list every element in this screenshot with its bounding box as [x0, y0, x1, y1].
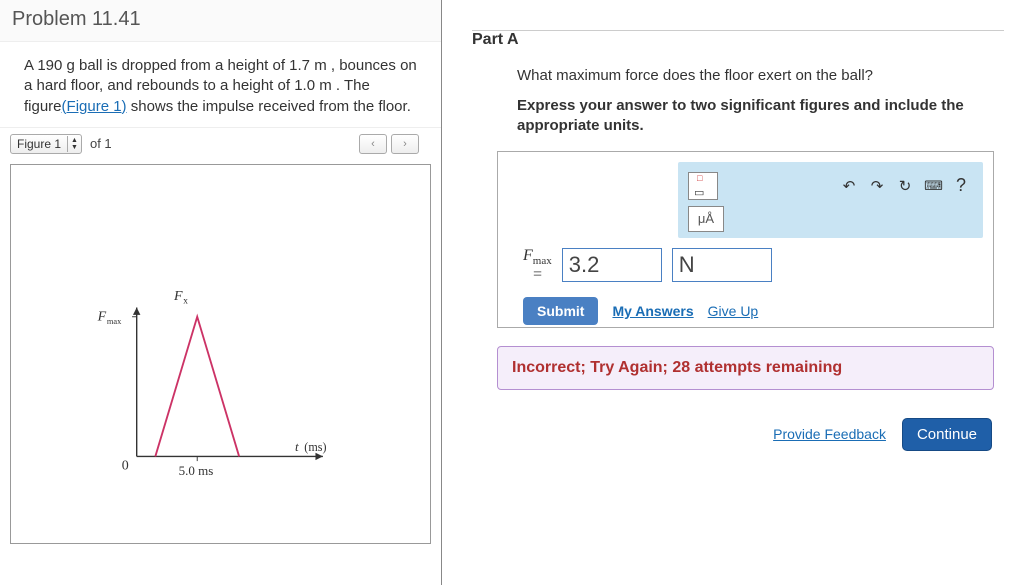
answer-toolbar: ↶ ↷ ↻ ⌨ ? μÅ: [678, 162, 983, 238]
figure-spinner-icon[interactable]: ▲▼: [67, 136, 81, 152]
svg-text:x: x: [183, 296, 188, 306]
figure-selector[interactable]: Figure 1 ▲▼: [10, 134, 82, 154]
my-answers-link[interactable]: My Answers: [612, 303, 693, 319]
left-panel: Problem 11.41 A 190 g ball is dropped fr…: [0, 0, 442, 585]
answer-input-row: Fmax =: [523, 248, 993, 283]
submit-row: Submit My Answers Give Up: [523, 297, 993, 327]
svg-text:5.0 ms: 5.0 ms: [179, 463, 214, 478]
give-up-link[interactable]: Give Up: [708, 303, 759, 319]
provide-feedback-link[interactable]: Provide Feedback: [773, 426, 886, 442]
figure-next-button[interactable]: ›: [391, 134, 419, 154]
figure-nav: ‹ ›: [359, 134, 419, 154]
svg-text:F: F: [97, 309, 107, 324]
figure-selector-label: Figure 1: [11, 137, 67, 151]
fmax-label: Fmax =: [523, 248, 552, 283]
reset-button[interactable]: ↻: [893, 174, 917, 198]
answer-unit-input[interactable]: [672, 248, 772, 282]
figure-link[interactable]: (Figure 1): [62, 98, 127, 115]
help-button[interactable]: ?: [949, 174, 973, 198]
svg-text:max: max: [107, 317, 122, 326]
figure-count: of 1: [90, 136, 112, 151]
svg-text:t: t: [295, 439, 299, 454]
question-text: What maximum force does the floor exert …: [517, 67, 1004, 84]
units-angstrom-button[interactable]: μÅ: [688, 206, 724, 232]
problem-title: Problem 11.41: [0, 0, 441, 42]
footer-row: Provide Feedback Continue: [472, 418, 992, 451]
redo-button[interactable]: ↷: [865, 174, 889, 198]
right-panel: Part A What maximum force does the floor…: [442, 0, 1024, 585]
keyboard-button[interactable]: ⌨: [921, 174, 945, 198]
problem-text-after: shows the impulse received from the floo…: [127, 98, 411, 115]
svg-text:0: 0: [122, 458, 129, 473]
impulse-chart: FxFmax05.0 mst (ms): [11, 165, 430, 543]
part-a-title: Part A: [472, 30, 1004, 49]
answer-value-input[interactable]: [562, 248, 662, 282]
equals-sign: =: [532, 266, 543, 283]
answer-box: ↶ ↷ ↻ ⌨ ? μÅ Fmax = Submit My Answers Gi…: [497, 151, 994, 328]
undo-button[interactable]: ↶: [837, 174, 861, 198]
submit-button[interactable]: Submit: [523, 297, 598, 325]
continue-button[interactable]: Continue: [902, 418, 992, 451]
fmax-symbol: F: [523, 247, 533, 264]
answer-instructions: Express your answer to two significant f…: [517, 96, 1004, 137]
problem-statement: A 190 g ball is dropped from a height of…: [0, 42, 441, 128]
svg-text:F: F: [173, 289, 183, 304]
figure-toolbar: Figure 1 ▲▼ of 1 ‹ ›: [0, 128, 441, 160]
fraction-icon: [694, 176, 712, 196]
feedback-message: Incorrect; Try Again; 28 attempts remain…: [497, 346, 994, 390]
figure-area: FxFmax05.0 mst (ms): [10, 164, 431, 544]
figure-prev-button[interactable]: ‹: [359, 134, 387, 154]
svg-text:(ms): (ms): [304, 440, 326, 454]
fraction-tool-button[interactable]: [688, 172, 718, 200]
